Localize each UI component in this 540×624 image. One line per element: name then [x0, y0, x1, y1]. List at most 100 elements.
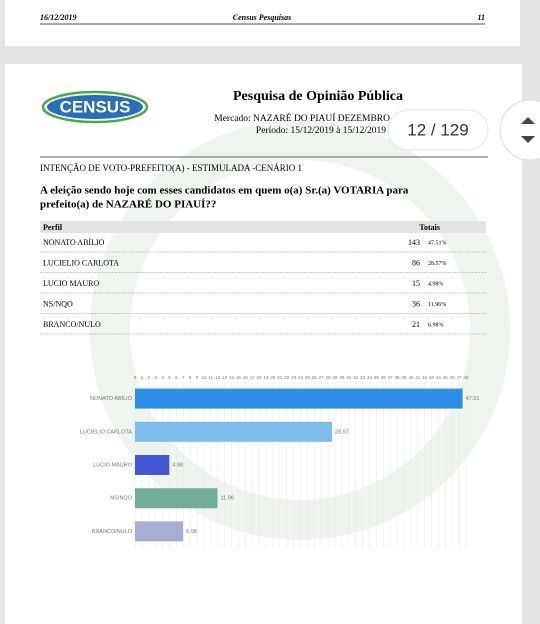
x-tick-label: 44: [436, 375, 442, 380]
bar: [135, 488, 218, 509]
category-label: LUCIELIO CARLOTA: [80, 429, 132, 435]
x-tick-label: 10: [201, 375, 207, 380]
x-tick-label: 39: [401, 375, 407, 380]
x-tick-label: 28: [326, 375, 332, 380]
page-date: 16/12/2019: [40, 13, 76, 22]
category-label: NONATO ABÍLIO: [90, 395, 133, 402]
x-tick-label: 22: [284, 375, 290, 380]
page-indicator-pill: [387, 109, 489, 151]
data-label: 4.98: [172, 462, 183, 468]
table-header: Perfil: [43, 223, 63, 232]
page-number: 11: [477, 13, 485, 22]
x-tick-label: 48: [463, 375, 469, 380]
row-percent: 47.51%: [428, 240, 447, 246]
x-tick-label: 2: [148, 375, 151, 380]
x-tick-label: 26: [312, 375, 318, 380]
x-tick-label: 3: [154, 375, 157, 380]
scroll-up-icon[interactable]: [521, 117, 535, 124]
x-tick-label: 30: [339, 375, 345, 380]
bar: [135, 421, 333, 442]
x-tick-label: 46: [450, 375, 456, 380]
x-tick-label: 25: [305, 375, 311, 380]
x-tick-label: 1: [141, 375, 144, 380]
row-name: NS/NQO: [43, 299, 73, 308]
x-tick-label: 8: [189, 375, 192, 380]
bar-chart: 0 1 2 3 4 5 6 7 8 9 10 11 12 13 14 15 16 17 18 19 20 21 22 23 24…: [80, 375, 480, 548]
row-count: 36: [412, 299, 420, 308]
category-label: LUCIO MAURO: [93, 462, 133, 468]
row-percent: 11.96%: [428, 302, 446, 308]
row-name: NONATO ABÍLIO: [43, 237, 105, 247]
row-count: 143: [408, 238, 420, 247]
x-tick-label: 41: [415, 375, 421, 380]
watermark: [90, 120, 510, 540]
x-tick-label: 45: [443, 375, 449, 380]
data-label: 11.96: [220, 496, 233, 502]
x-tick-label: 6: [175, 375, 178, 380]
x-tick-label: 13: [222, 375, 228, 380]
bar: [135, 521, 184, 542]
logo-text: CENSUS: [60, 97, 131, 116]
x-tick-label: 12: [215, 375, 221, 380]
x-tick-label: 14: [229, 375, 235, 380]
x-tick-label: 37: [388, 375, 394, 380]
page-indicator: 12 / 129: [407, 120, 468, 139]
x-tick-label: 17: [250, 375, 256, 380]
x-tick-label: 42: [422, 375, 428, 380]
x-tick-label: 33: [360, 375, 366, 380]
bar: [135, 388, 463, 409]
x-tick-label: 36: [381, 375, 387, 380]
x-tick-label: 16: [243, 375, 249, 380]
data-label: 47.51: [466, 396, 480, 402]
row-count: 86: [412, 258, 420, 267]
row-name: LUCIO MAURO: [43, 279, 99, 288]
row-percent: 4.98%: [428, 281, 444, 287]
scroll-down-icon[interactable]: [521, 136, 535, 143]
category-label: NS/NQO: [110, 496, 132, 502]
bar: [135, 455, 170, 475]
x-tick-label: 9: [196, 375, 199, 380]
x-tick-label: 29: [332, 375, 338, 380]
category-label: BRANCO/NULO: [92, 529, 133, 535]
x-tick-label: 35: [374, 375, 380, 380]
previous-page: [5, 0, 520, 46]
x-tick-label: 38: [395, 375, 401, 380]
row-name: LUCIELIO CARLOTA: [43, 258, 119, 267]
logo-ring: [41, 90, 149, 124]
x-tick-label: 24: [298, 375, 304, 380]
x-tick-label: 15: [236, 375, 242, 380]
question-line: A eleição sendo hoje com esses candidato…: [40, 185, 409, 197]
x-tick-label: 19: [264, 375, 270, 380]
row-percent: 6.98%: [428, 322, 444, 328]
x-tick-label: 23: [291, 375, 297, 380]
x-tick-label: 7: [182, 375, 185, 380]
x-tick-label: 31: [346, 375, 352, 380]
data-label: 6.98: [186, 529, 197, 535]
row-percent: 28.57%: [428, 261, 447, 267]
x-tick-label: 40: [408, 375, 414, 380]
doc-market: Mercado: NAZARÉ DO PIAUÍ DEZEMBRO: [214, 112, 390, 124]
x-tick-label: 0: [134, 375, 137, 380]
x-tick-label: 20: [270, 375, 276, 380]
page-company: Census Pesquisas: [233, 13, 291, 22]
section-title: INTENÇÃO DE VOTO-PREFEITO(A) - ESTIMULAD…: [40, 163, 302, 173]
table-header: Totais: [419, 223, 440, 232]
row-count: 15: [412, 279, 420, 288]
x-tick-label: 32: [353, 375, 359, 380]
x-tick-label: 43: [429, 375, 435, 380]
logo-shape: [47, 95, 143, 119]
data-label: 28.57: [335, 429, 349, 435]
question-line: prefeito(a) de NAZARÉ DO PIAUÍ??: [40, 199, 216, 211]
table-header-bg: [40, 221, 486, 233]
row-name: BRANCO/NULO: [43, 320, 101, 329]
x-tick-label: 34: [367, 375, 373, 380]
results-table: Perfil Totais NONATO ABÍLIO 143 47.51% LUCI…: [40, 221, 486, 335]
x-tick-label: 47: [457, 375, 463, 380]
x-tick-label: 21: [277, 375, 283, 380]
doc-title: Pesquisa de Opinião Pública: [233, 89, 403, 104]
scroll-button[interactable]: [499, 99, 540, 161]
row-count: 21: [412, 320, 420, 329]
x-tick-label: 18: [257, 375, 263, 380]
